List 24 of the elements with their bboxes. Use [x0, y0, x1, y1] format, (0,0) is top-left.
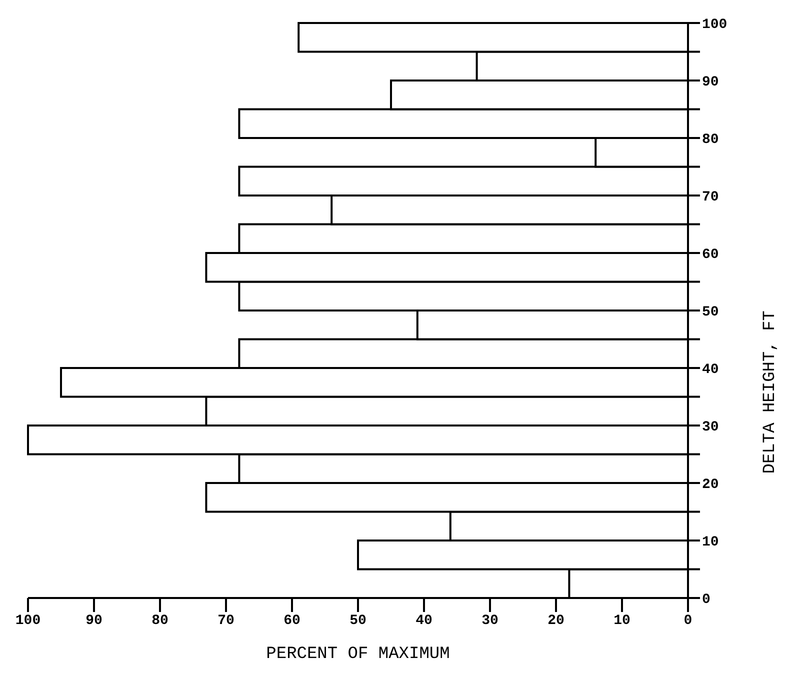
- x-axis-title: PERCENT OF MAXIMUM: [266, 645, 450, 664]
- x-tick-label: 60: [284, 612, 300, 629]
- y-tick-label: 90: [702, 74, 719, 90]
- x-tick-label: 10: [614, 612, 630, 629]
- y-tick-label: 0: [702, 592, 710, 608]
- x-tick-label: 80: [152, 612, 168, 629]
- y-axis-title: DELTA HEIGHT, FT: [761, 310, 780, 474]
- y-tick-label: 80: [702, 132, 719, 148]
- y-tick-label: 30: [702, 419, 719, 436]
- y-tick-label: 100: [702, 16, 728, 33]
- x-tick-label: 30: [482, 612, 498, 629]
- x-tick-label: 50: [350, 612, 366, 629]
- x-tick-label: 90: [86, 612, 102, 629]
- x-tick-label: 0: [684, 612, 692, 629]
- y-tick-label: 60: [702, 246, 719, 263]
- y-tick-label: 70: [702, 189, 719, 206]
- x-tick-label: 40: [416, 612, 432, 629]
- x-tick-label: 100: [15, 612, 41, 629]
- y-tick-label: 10: [702, 534, 719, 550]
- y-tick-label: 50: [702, 304, 719, 320]
- y-tick-label: 20: [702, 476, 719, 493]
- x-tick-label: 20: [548, 612, 564, 629]
- x-tick-label: 70: [218, 612, 234, 629]
- y-tick-label: 40: [702, 362, 719, 378]
